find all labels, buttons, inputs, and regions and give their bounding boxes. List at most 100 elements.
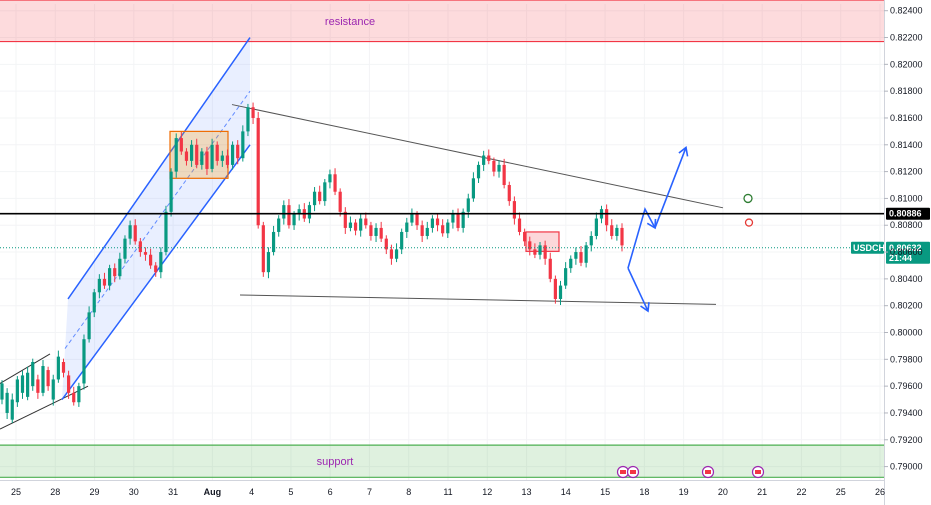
x-axis[interactable]: 25 28 29 30 31 Aug 4 5 6 7 8 11 12 13 14 15 18 19 20 21 22 25… bbox=[0, 480, 885, 498]
candle-body bbox=[482, 155, 486, 165]
candle-body bbox=[430, 218, 435, 228]
candle-body bbox=[36, 379, 40, 393]
y-axis[interactable]: 0.82400 0.82200 0.82000 0.81800 0.81600 0.814… bbox=[884, 0, 923, 505]
symbol-tag-bg bbox=[851, 241, 884, 254]
candle-body bbox=[210, 144, 214, 169]
candle-body bbox=[15, 379, 19, 403]
candle-body bbox=[282, 205, 286, 219]
event-icon-1[interactable] bbox=[616, 465, 630, 479]
x-tick-label: 15 bbox=[600, 487, 610, 497]
candle-body bbox=[353, 222, 358, 231]
candle-body bbox=[523, 231, 527, 242]
candle-body bbox=[564, 268, 568, 286]
y-tick-label: 0.79200 bbox=[890, 435, 923, 445]
x-tick-label: 31 bbox=[168, 487, 178, 497]
candle-body bbox=[369, 225, 373, 236]
rising-channel-top bbox=[67, 37, 251, 300]
candle-body bbox=[605, 209, 609, 226]
candle-body bbox=[108, 268, 112, 286]
candle-body bbox=[128, 225, 132, 239]
candle-body bbox=[51, 379, 55, 400]
candle-body bbox=[456, 214, 460, 228]
candle-body bbox=[230, 144, 235, 165]
candle-body bbox=[435, 218, 440, 226]
arrow-up-head bbox=[678, 146, 689, 157]
candle-body bbox=[133, 225, 137, 242]
x-tick-label: 7 bbox=[367, 487, 372, 497]
candle-body bbox=[246, 107, 250, 132]
drawings-layer bbox=[0, 37, 765, 479]
candle-body bbox=[589, 235, 593, 246]
candle-body bbox=[579, 252, 583, 263]
y-tick-label: 0.80800 bbox=[890, 220, 923, 230]
x-tick-label: 8 bbox=[406, 487, 411, 497]
candle-body bbox=[97, 278, 101, 293]
candle-body bbox=[492, 160, 496, 172]
candle-body bbox=[610, 225, 614, 236]
candle-body bbox=[574, 252, 578, 259]
candle-body bbox=[292, 214, 296, 226]
x-tick-label: 4 bbox=[249, 487, 254, 497]
candle-body bbox=[195, 144, 199, 165]
x-tick-label: Aug bbox=[204, 487, 222, 497]
candle-body bbox=[164, 211, 168, 253]
event-icon-3[interactable] bbox=[701, 465, 715, 479]
candle-body bbox=[441, 225, 445, 234]
candle-body bbox=[184, 151, 189, 161]
candle-body bbox=[400, 231, 404, 250]
candle-body bbox=[620, 227, 624, 246]
arrow-down-head bbox=[640, 302, 650, 313]
flag-stripes bbox=[705, 470, 711, 474]
y-tick-label: 0.79600 bbox=[890, 381, 923, 391]
event-icon-2[interactable] bbox=[626, 465, 640, 479]
candle-body bbox=[113, 268, 117, 277]
candle-body bbox=[461, 211, 465, 228]
candle-body bbox=[118, 258, 122, 277]
y-tick-label: 0.81000 bbox=[890, 193, 923, 203]
candle-body bbox=[26, 372, 30, 397]
triangle-bottom-line bbox=[239, 294, 717, 305]
candle-body bbox=[312, 191, 317, 206]
rising-channel-fill bbox=[62, 37, 250, 400]
x-tick-label: 30 bbox=[129, 487, 139, 497]
candle-body bbox=[189, 144, 194, 161]
y-tick-label: 0.81400 bbox=[890, 140, 923, 150]
candle-body bbox=[451, 214, 455, 223]
candle-body bbox=[143, 252, 148, 255]
x-tick-label: 6 bbox=[328, 487, 333, 497]
candle-body bbox=[328, 174, 332, 183]
support-zone bbox=[0, 445, 884, 478]
key-level-tag-text: 0.80886 bbox=[889, 209, 922, 219]
candle-body bbox=[215, 144, 219, 161]
candle-body bbox=[502, 164, 506, 186]
x-tick-label: 14 bbox=[561, 487, 571, 497]
countdown-text: 21:44 bbox=[889, 253, 912, 263]
resistance-label: resistance bbox=[325, 16, 375, 28]
candle-body bbox=[297, 209, 301, 215]
x-tick-label: 26 bbox=[875, 487, 885, 497]
y-tick-label: 0.82200 bbox=[890, 33, 923, 43]
candle-body bbox=[364, 218, 368, 226]
candle-body bbox=[61, 362, 66, 373]
grid-layer bbox=[0, 4, 884, 480]
key-level-tag-bg bbox=[886, 207, 930, 220]
x-tick-label: 5 bbox=[288, 487, 293, 497]
candle-body bbox=[338, 191, 342, 212]
candle-body bbox=[148, 254, 153, 266]
x-tick-label: 19 bbox=[679, 487, 689, 497]
candle-body bbox=[466, 198, 470, 212]
x-tick-label: 20 bbox=[718, 487, 728, 497]
event-icon-4[interactable] bbox=[751, 465, 765, 479]
candle-body bbox=[594, 218, 598, 236]
arrow-up bbox=[654, 147, 687, 229]
candle-body bbox=[271, 231, 276, 253]
candle-body bbox=[323, 182, 327, 202]
candle-body bbox=[476, 164, 481, 179]
candle-body bbox=[379, 227, 383, 239]
candle-body bbox=[225, 155, 230, 165]
current-price-tag-bg bbox=[886, 241, 930, 264]
